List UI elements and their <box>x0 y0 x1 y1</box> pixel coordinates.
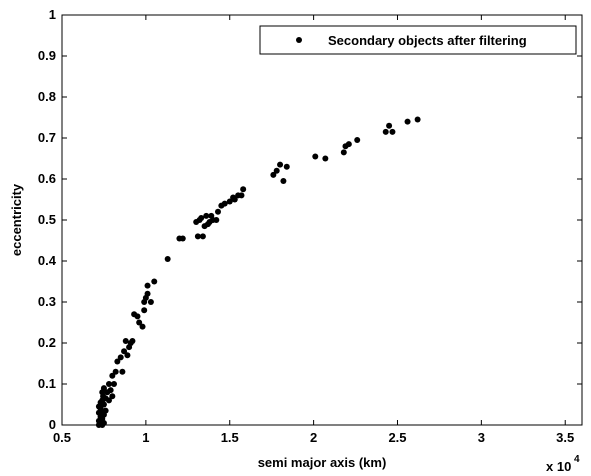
data-point <box>105 397 112 404</box>
data-point <box>105 381 112 387</box>
data-point <box>134 313 141 320</box>
y-tick-label: 0 <box>49 417 56 432</box>
legend-box <box>259 25 577 55</box>
data-point <box>280 178 287 185</box>
legend: Secondary objects after filtering <box>259 25 577 55</box>
y-tick-label: 0.3 <box>38 294 56 309</box>
y-tick-label: 0.6 <box>38 171 56 186</box>
y-tick-label: 0.5 <box>38 212 56 227</box>
data-point <box>270 171 277 178</box>
data-point <box>273 167 280 174</box>
data-point <box>114 358 121 365</box>
data-point <box>354 137 361 144</box>
data-point <box>144 290 151 297</box>
data-point <box>109 393 116 400</box>
data-point <box>345 141 352 148</box>
data-point <box>112 368 119 375</box>
data-point <box>277 161 284 168</box>
data-point <box>221 200 228 207</box>
data-point <box>240 186 247 193</box>
data-point <box>179 235 186 242</box>
data-point <box>386 122 393 129</box>
data-point <box>111 381 117 387</box>
x-multiplier-exponent: 4 <box>574 454 580 465</box>
legend-marker <box>296 37 302 43</box>
data-point <box>203 212 210 219</box>
data-point <box>382 128 389 135</box>
data-point <box>100 419 107 426</box>
y-tick-label: 0.7 <box>38 130 56 145</box>
data-point <box>124 352 131 359</box>
data-point <box>312 153 319 160</box>
x-tick-label: 3 <box>478 430 485 445</box>
data-point <box>107 387 114 394</box>
data-point <box>164 255 171 262</box>
data-point <box>414 116 421 123</box>
data-point <box>147 299 154 305</box>
x-axis-label: semi major axis (km) <box>258 455 387 470</box>
y-tick-label: 0.4 <box>38 253 57 268</box>
data-point <box>151 278 158 285</box>
x-tick-label: 1.5 <box>221 430 239 445</box>
x-tick-label: 2 <box>310 430 317 445</box>
y-tick-label: 0.2 <box>38 335 56 350</box>
data-point <box>121 348 128 355</box>
y-tick-label: 0.8 <box>38 89 56 104</box>
data-point <box>198 214 205 221</box>
data-point <box>119 368 126 375</box>
y-axis-ticks: 0 0.1 0.2 0.3 0.4 0.5 0.6 0.7 0.8 0.9 1 <box>38 7 582 432</box>
y-axis-label: eccentricity <box>9 183 24 256</box>
data-point <box>194 233 201 240</box>
y-tick-label: 0.9 <box>38 48 56 63</box>
data-point <box>226 198 233 205</box>
data-point <box>283 163 290 170</box>
data-point <box>100 401 107 408</box>
plot-area <box>61 14 583 426</box>
x-axis-ticks: 0.5 1 1.5 2 2.5 3 3.5 <box>53 15 574 445</box>
x-axis-multiplier: x 10 4 <box>546 454 580 474</box>
y-tick-label: 1 <box>49 7 56 22</box>
data-point <box>340 149 347 156</box>
data-point <box>213 217 220 223</box>
data-point <box>139 323 146 330</box>
data-point <box>389 128 396 135</box>
x-tick-label: 0.5 <box>53 430 71 445</box>
data-point <box>144 282 151 289</box>
legend-label: Secondary objects after filtering <box>328 33 527 48</box>
data-points <box>95 116 421 428</box>
data-point <box>322 155 329 162</box>
data-point <box>100 385 107 392</box>
data-point <box>215 208 221 215</box>
data-point <box>117 354 124 361</box>
x-tick-label: 2.5 <box>388 430 406 445</box>
data-point <box>238 192 245 199</box>
data-point <box>231 196 238 203</box>
y-tick-label: 0.1 <box>38 376 56 391</box>
x-tick-label: 3.5 <box>556 430 574 445</box>
data-point <box>199 233 206 240</box>
data-point <box>136 319 143 326</box>
x-tick-label: 1 <box>142 430 149 445</box>
data-point <box>141 307 148 314</box>
data-point <box>404 118 411 125</box>
x-multiplier-base: x 10 <box>546 459 571 474</box>
data-point <box>109 372 116 379</box>
data-point <box>129 337 136 344</box>
data-point <box>102 407 109 414</box>
data-point <box>122 337 129 344</box>
